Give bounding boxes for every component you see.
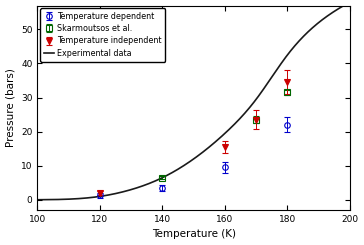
Experimental data: [204, 148, 209, 151]
Legend: Temperature dependent, Skarmoutsos et al., Temperature independent, Experimental: Temperature dependent, Skarmoutsos et al…: [40, 8, 165, 62]
Experimental data: [35, 198, 40, 201]
Y-axis label: Pressure (bars): Pressure (bars): [5, 68, 16, 147]
Experimental data: [186, 161, 190, 164]
Experimental data: [221, 133, 226, 136]
Experimental data: [348, 1, 352, 4]
Line: Experimental data: Experimental data: [37, 2, 350, 200]
Experimental data: [291, 46, 296, 49]
Experimental data: [184, 163, 188, 166]
Experimental data: [340, 5, 345, 8]
X-axis label: Temperature (K): Temperature (K): [152, 230, 236, 239]
